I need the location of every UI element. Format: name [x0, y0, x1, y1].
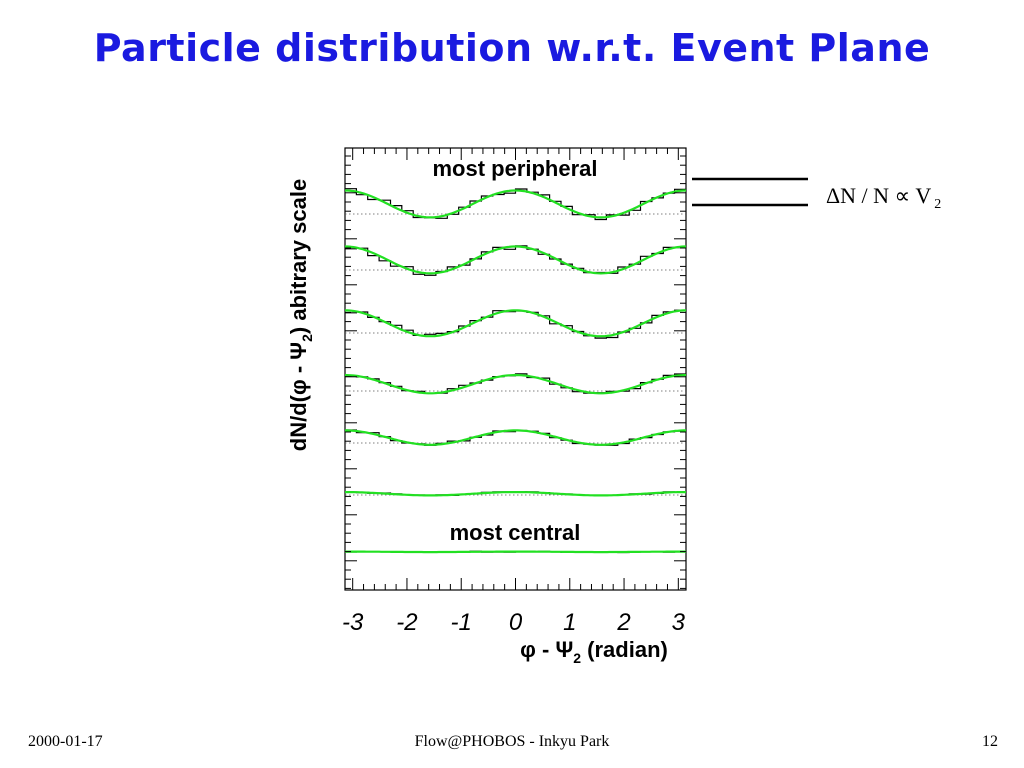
tick-layer: -3 -2 -1 0 1 2 3	[342, 148, 686, 636]
x-tick-label: 1	[563, 609, 576, 636]
histogram-2	[345, 245, 686, 276]
footer-date: 2000-01-17	[28, 733, 103, 750]
fit-curve-4	[344, 373, 687, 395]
page-number: 12	[982, 733, 998, 750]
x-tick-label: -1	[451, 609, 472, 636]
x-tick-label: 2	[616, 609, 630, 636]
annotation-most-central: most central	[450, 520, 581, 545]
histogram-3	[345, 309, 686, 339]
histogram-1	[345, 188, 686, 221]
svg-text:dN/d(φ - Ψ2) abitrary scale: dN/d(φ - Ψ2) abitrary scale	[286, 179, 315, 451]
x-tick-label: 0	[509, 609, 523, 636]
fit-curve-6	[345, 491, 686, 497]
annotation-most-peripheral: most peripheral	[432, 156, 597, 181]
legend-bars	[692, 177, 808, 207]
fit-curve-1	[345, 189, 686, 219]
formula-main: ΔN / N ∝ V	[826, 183, 932, 208]
slide-title: Particle distribution w.r.t. Event Plane	[93, 26, 931, 70]
x-tick-label: -3	[342, 609, 364, 636]
y-axis-label: dN/d(φ - Ψ2) abitrary scale	[286, 179, 315, 451]
fit-curve-layer	[344, 189, 687, 554]
histogram-layer	[345, 188, 686, 554]
x-axis-label: φ - Ψ2 (radian)	[520, 637, 668, 666]
svg-text:φ - Ψ2 (radian): φ - Ψ2 (radian)	[520, 637, 668, 666]
fit-curve-2	[345, 245, 686, 275]
fit-curve-5	[345, 429, 686, 446]
formula-subscript: 2	[934, 197, 942, 212]
x-tick-label: -2	[396, 609, 417, 636]
footer-title: Flow@PHOBOS - Inkyu Park	[414, 733, 610, 750]
fit-curve-7	[345, 550, 686, 554]
fit-curve-3	[344, 309, 687, 338]
histogram-5	[345, 429, 686, 446]
histogram-4	[345, 373, 686, 394]
x-tick-label: 3	[672, 609, 686, 636]
